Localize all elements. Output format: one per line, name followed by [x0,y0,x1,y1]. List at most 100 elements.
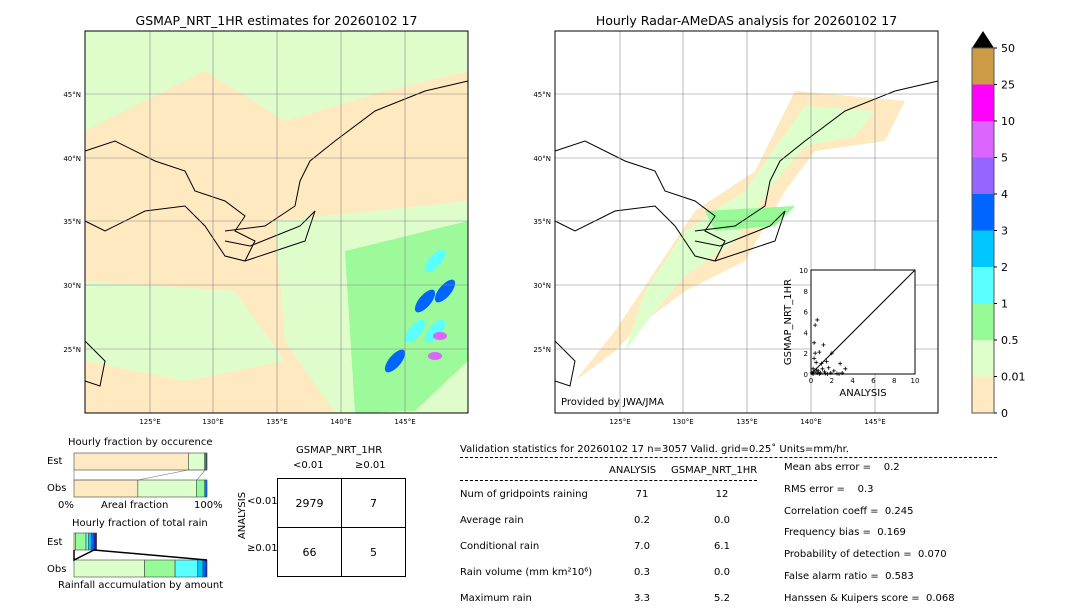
fraction-segment [73,479,139,498]
coastline [694,210,786,262]
scatter-point [811,366,816,371]
occ-est-label: Est [47,456,63,467]
totalrain-xlabel: Rainfall accumulation by amount [58,580,224,591]
fraction-segment [75,532,87,551]
scatter-point [814,360,819,365]
scatter-point [819,361,824,366]
ct-cell: 7 [341,478,406,528]
y-tick-label: 2 [804,350,808,358]
colorbar-label: 25 [1001,79,1015,92]
ct-cell: 5 [341,527,406,577]
stat-gsmap: 5.2 [714,593,730,604]
colorbar-label: 0.01 [1001,371,1026,384]
lon-label: 135°E [266,418,287,426]
colorbar-segment [972,48,994,85]
fraction-segment [174,559,198,578]
ct-cell: 2979 [277,478,342,528]
divider [460,480,757,481]
fraction-segment [205,559,208,578]
rain-area [384,349,406,373]
scatter-point [812,340,817,345]
occ-obs-bar [73,479,208,498]
scatter-point [812,356,817,361]
fraction-segment [197,559,204,578]
tot-est-bar [73,532,97,551]
totalrain-title: Hourly fraction of total rain [72,518,208,529]
lon-label: 130°E [672,418,693,426]
tot-est-label: Est [47,537,63,548]
scatter-point [843,366,848,371]
occ-obs-label: Obs [47,483,67,494]
scatter-point [831,368,836,373]
ct-col-0: <0.01 [293,460,324,471]
colorbar-label: 0.5 [1001,334,1019,347]
colorbar: 0 0.01 0.5 1 2 3 4 5 10 25 50 [971,31,1026,420]
stat-gsmap: 0.0 [714,567,730,578]
fraction-segment [202,559,206,578]
stat-analysis: 3.3 [634,593,650,604]
fraction-segment [206,452,208,471]
fraction-segment [73,559,145,578]
scatter-point [817,350,822,355]
scatter-point [835,371,839,376]
scatter-point [824,359,829,364]
scatter-point [820,366,825,371]
scatter-point [821,342,826,347]
stat-analysis: 7.0 [634,541,650,552]
score-line: Frequency bias = 0.169 [784,527,906,539]
score-line: Mean abs error = 0.2 [784,462,900,473]
score-line: Probability of detection = 0.070 [784,549,947,561]
map-frame [554,30,939,414]
y-tick-label: 4 [804,329,809,337]
occ-x1: 100% [194,500,223,511]
stat-gsmap: 0.0 [714,515,730,526]
connector-line [73,469,206,481]
rain-area [705,206,795,231]
rain-area [424,319,446,343]
stats-header: Validation statistics for 20260102 17 n=… [460,444,849,455]
x-tick-label: 8 [892,377,896,385]
lat-label: 35°N [533,218,551,226]
lat-label: 30°N [63,282,81,290]
y-tick-label: 8 [804,288,808,296]
stat-analysis: 0.2 [634,515,650,526]
ct-cell: 66 [277,527,342,577]
scatter-xlabel: ANALYSIS [839,388,886,399]
tot-obs-label: Obs [47,564,67,575]
stat-label: Rain volume (mm km²10⁶) [460,567,593,578]
connector-line [73,549,208,562]
scatter-point [813,351,818,356]
rain-area [414,289,436,313]
colorbar-extend-triangle [972,31,994,48]
scatter-point [816,368,821,373]
right-map-title: Hourly Radar-AMeDAS analysis for 2026010… [595,13,898,28]
stat-label: Conditional rain [460,541,540,552]
scatter-ylabel: GSMAP_NRT_1HR [783,279,794,365]
rain-area [85,31,468,131]
lat-label: 40°N [533,155,551,163]
colorbar-label: 3 [1001,225,1008,238]
score-line: RMS error = 0.3 [784,483,874,495]
lon-label: 140°E [330,418,351,426]
scatter-point [826,365,831,370]
scatter-point [811,372,816,376]
scatter-point [817,372,822,376]
fraction-segment [144,559,176,578]
stat-label: Maximum rain [460,593,532,604]
colorbar-label: 1 [1001,298,1008,311]
stat-analysis: 0.3 [634,567,650,578]
rain-area [424,249,446,273]
colorbar-segment [972,230,994,267]
scatter-point [825,372,830,376]
score-line: Correlation coeff = 0.245 [784,505,914,517]
y-tick-label: 6 [804,309,809,317]
diagonal-line [810,269,916,375]
colorbar-segment [972,121,994,158]
stat-label: Average rain [460,515,524,526]
coastline [554,140,726,262]
ct-row-0: <0.01 [247,496,278,507]
fraction-segment [88,532,92,551]
fraction-segment [188,452,205,471]
